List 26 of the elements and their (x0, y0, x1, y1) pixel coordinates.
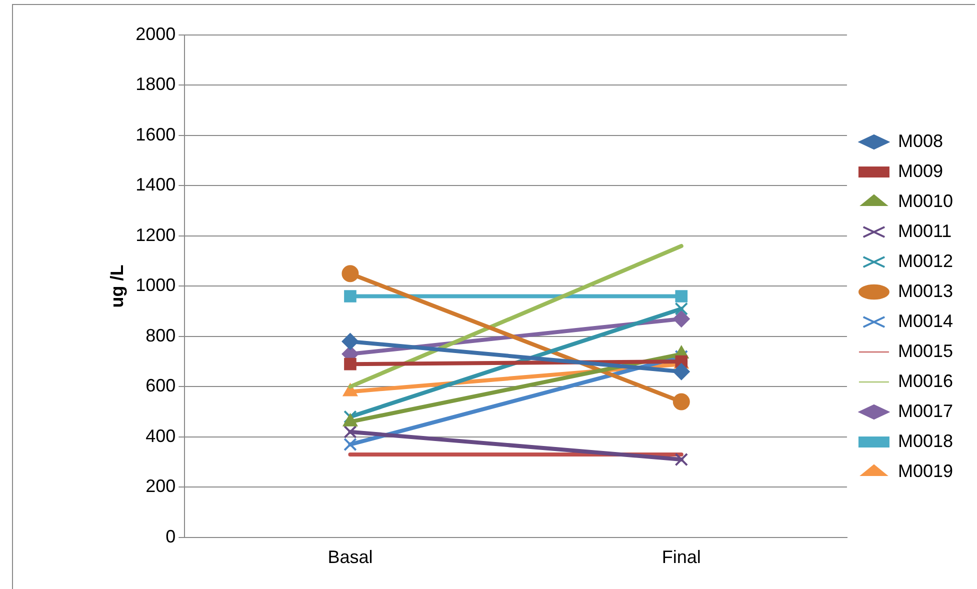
y-tick-label: 0 (166, 526, 176, 546)
legend-label: M008 (898, 130, 943, 151)
y-tick-label: 2000 (136, 24, 176, 44)
legend-label: M0011 (898, 220, 952, 241)
legend-label: M0019 (898, 460, 954, 481)
legend-label: M0016 (898, 370, 954, 391)
y-tick-label: 200 (146, 476, 176, 496)
legend-label: M009 (898, 160, 943, 181)
y-tick-label: 1200 (136, 224, 176, 245)
legend-label: M0018 (898, 430, 954, 451)
x-tick-label: Final (662, 547, 701, 568)
y-tick-label: 400 (146, 426, 176, 446)
legend-label: M0017 (898, 400, 954, 421)
legend-label: M0010 (898, 190, 954, 211)
legend-label: M0013 (898, 280, 954, 301)
legend-label: M0014 (898, 310, 954, 331)
y-tick-label: 1800 (136, 74, 176, 94)
y-tick-label: 600 (146, 376, 176, 396)
y-tick-label: 1000 (136, 275, 176, 296)
y-tick-label: 1600 (136, 124, 176, 144)
y-axis-title: ug /L (106, 264, 127, 308)
x-tick-label: Basal (328, 547, 373, 568)
y-tick-label: 1400 (136, 174, 176, 195)
legend-label: M0012 (898, 250, 954, 271)
y-tick-label: 800 (146, 325, 176, 346)
legend-label: M0015 (898, 340, 954, 361)
